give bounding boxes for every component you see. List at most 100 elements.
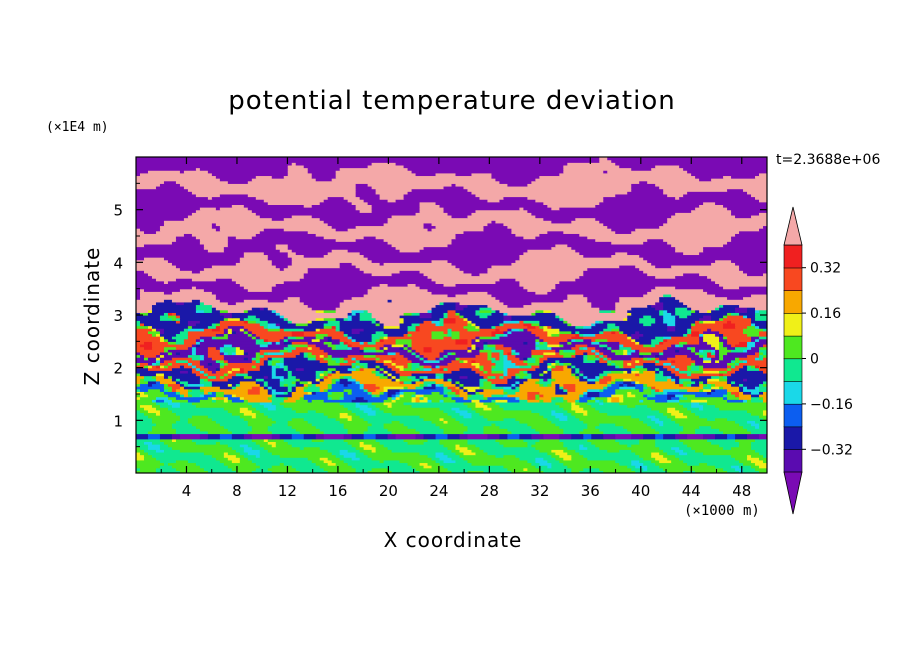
contour-cell bbox=[136, 365, 145, 369]
contour-cell bbox=[699, 309, 708, 313]
contour-cell bbox=[287, 243, 393, 248]
contour-cell bbox=[631, 183, 656, 187]
contour-cell bbox=[699, 317, 712, 321]
contour-cell bbox=[511, 430, 540, 435]
contour-cell bbox=[219, 322, 261, 327]
contour-cell bbox=[291, 333, 305, 337]
contour-cell bbox=[575, 330, 580, 335]
contour-cell bbox=[136, 162, 293, 166]
contour-cell bbox=[163, 328, 185, 332]
contour-cell bbox=[431, 420, 445, 424]
contour-cell bbox=[279, 359, 285, 363]
contour-cell bbox=[495, 401, 556, 406]
contour-cell bbox=[715, 346, 720, 350]
contour-cell bbox=[487, 341, 524, 345]
contour-cell bbox=[251, 336, 257, 340]
contour-cell bbox=[311, 346, 321, 350]
contour-cell bbox=[375, 370, 381, 374]
contour-cell bbox=[659, 357, 668, 361]
contour-cell bbox=[215, 325, 221, 329]
contour-cell bbox=[327, 388, 345, 392]
contour-cell bbox=[519, 257, 644, 261]
contour-cell bbox=[207, 415, 241, 419]
contour-cell bbox=[227, 409, 241, 414]
contour-cell bbox=[136, 251, 245, 256]
contour-cell bbox=[491, 359, 505, 363]
contour-cell bbox=[603, 388, 616, 392]
contour-cell bbox=[171, 241, 201, 245]
contour-cell bbox=[491, 172, 560, 177]
contour-cell bbox=[463, 383, 481, 387]
contour-cell bbox=[547, 341, 560, 345]
contour-cell bbox=[175, 467, 205, 471]
contour-cell bbox=[235, 449, 245, 453]
contour-cell bbox=[399, 325, 409, 329]
contour-cell bbox=[603, 196, 676, 200]
contour-cell bbox=[211, 370, 217, 374]
contour-cell bbox=[375, 409, 385, 414]
contour-cell bbox=[615, 304, 648, 308]
contour-cell bbox=[383, 367, 393, 371]
contour-cell bbox=[136, 404, 141, 408]
contour-cell bbox=[331, 357, 341, 361]
contour-cell bbox=[136, 454, 145, 458]
contour-cell bbox=[463, 359, 469, 363]
contour-cell bbox=[663, 349, 676, 353]
contour-cell bbox=[559, 341, 568, 345]
contour-cell bbox=[571, 370, 576, 374]
contour-cell bbox=[623, 365, 636, 369]
contour-cell bbox=[203, 328, 213, 332]
contour-cell bbox=[247, 430, 273, 435]
contour-cell bbox=[159, 465, 173, 469]
contour-cell bbox=[447, 446, 457, 450]
contour-cell bbox=[739, 359, 744, 363]
contour-cell bbox=[387, 467, 417, 471]
contour-cell bbox=[583, 272, 648, 277]
contour-cell bbox=[151, 365, 157, 369]
contour-cell bbox=[443, 409, 457, 414]
contour-cell bbox=[419, 322, 437, 327]
contour-cell bbox=[555, 365, 564, 369]
contour-cell bbox=[591, 349, 596, 353]
x-tick-label: 16 bbox=[328, 482, 347, 500]
contour-cell bbox=[503, 196, 528, 200]
contour-cell bbox=[683, 333, 688, 337]
contour-cell bbox=[247, 401, 261, 406]
contour-cell bbox=[451, 470, 469, 473]
contour-cell bbox=[287, 338, 313, 342]
contour-cell bbox=[235, 349, 245, 353]
contour-cell bbox=[527, 209, 692, 213]
contour-cell bbox=[311, 380, 321, 385]
contour-cell bbox=[695, 349, 700, 353]
contour-cell bbox=[751, 336, 760, 340]
contour-cell bbox=[719, 307, 736, 311]
contour-cell bbox=[271, 362, 277, 366]
contour-cell bbox=[451, 457, 465, 461]
contour-cell bbox=[699, 401, 708, 406]
contour-cell bbox=[367, 404, 377, 408]
contour-cell bbox=[535, 346, 540, 350]
contour-cell bbox=[219, 309, 229, 313]
contour-cell bbox=[267, 325, 281, 329]
contour-cell bbox=[543, 341, 548, 345]
contour-cell bbox=[151, 425, 173, 429]
contour-cell bbox=[691, 309, 696, 313]
contour-cell bbox=[551, 383, 556, 387]
contour-cell bbox=[411, 338, 457, 342]
contour-cell bbox=[219, 365, 225, 369]
contour-cell bbox=[295, 428, 321, 432]
contour-cell bbox=[611, 241, 644, 245]
contour-cell bbox=[147, 362, 153, 366]
contour-cell bbox=[431, 399, 441, 403]
contour-cell bbox=[375, 320, 381, 324]
contour-cell bbox=[727, 433, 736, 437]
contour-cell bbox=[287, 365, 353, 369]
contour-cell bbox=[551, 309, 600, 313]
contour-cell bbox=[467, 328, 481, 332]
contour-cell bbox=[547, 325, 552, 329]
contour-cell bbox=[755, 343, 764, 348]
contour-cell bbox=[323, 199, 349, 203]
contour-cell bbox=[215, 394, 225, 398]
contour-cell bbox=[375, 433, 389, 437]
contour-cell bbox=[347, 341, 361, 345]
